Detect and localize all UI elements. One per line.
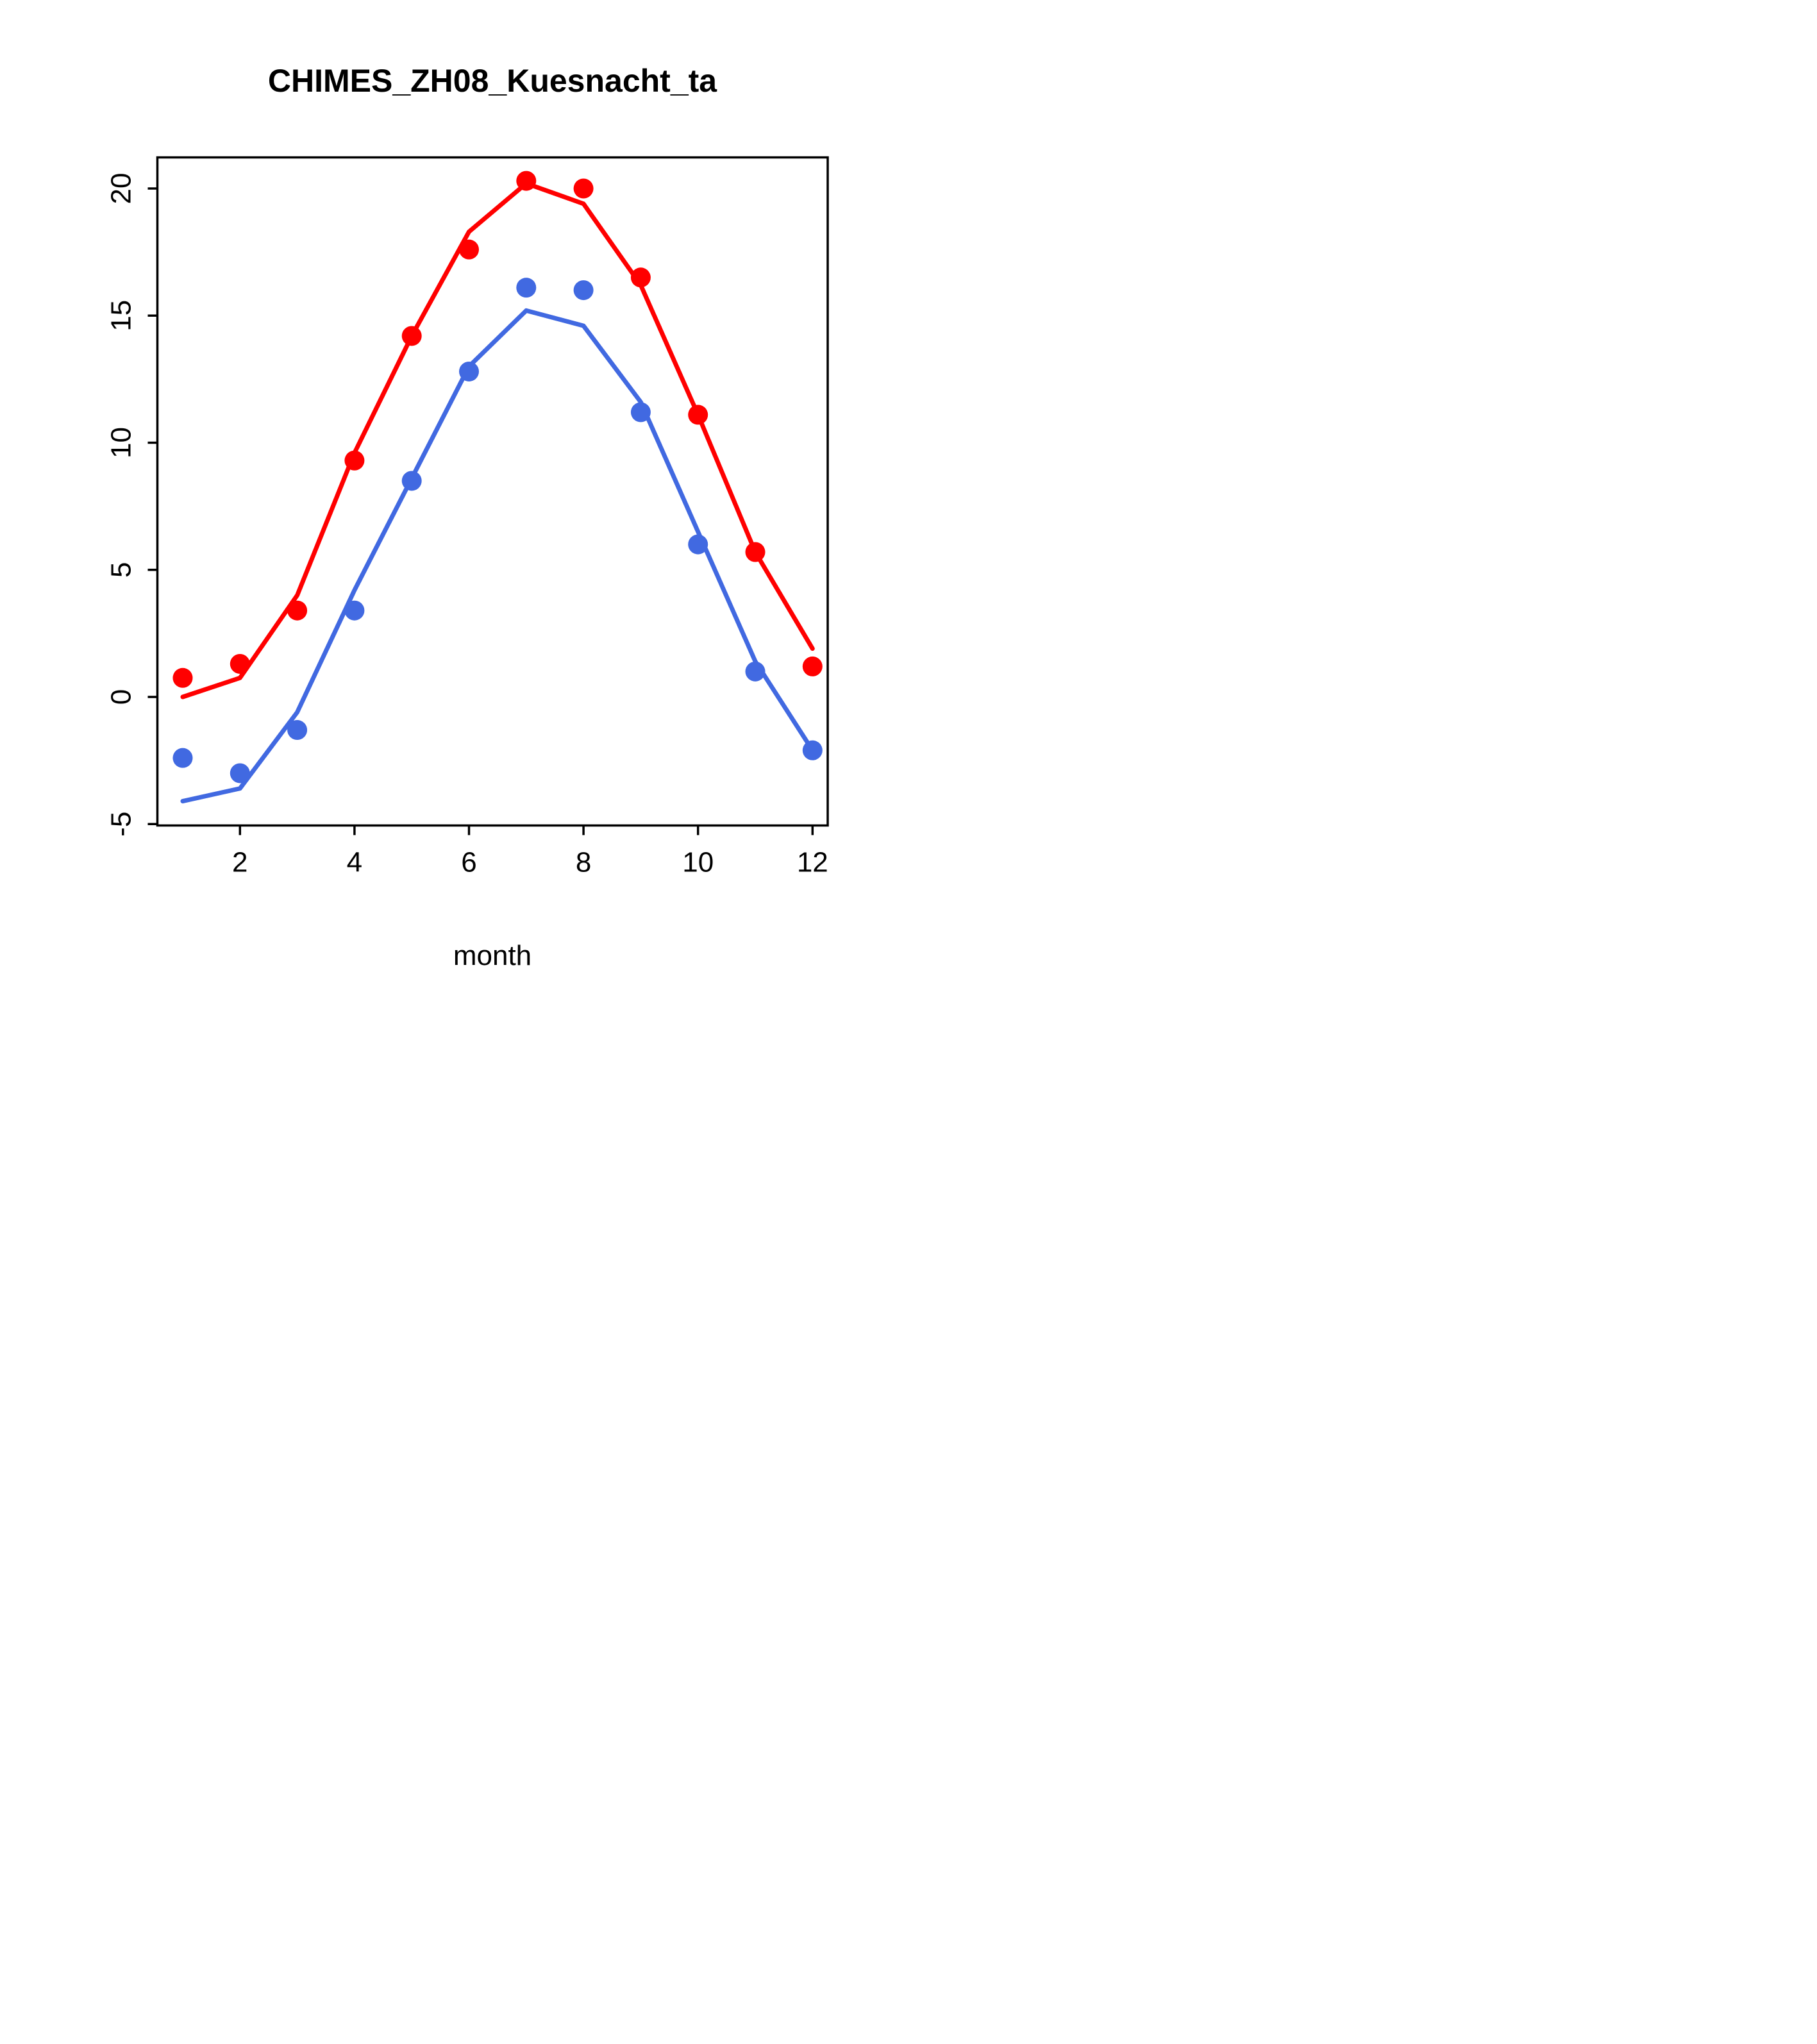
x-tick-label: 6: [461, 847, 476, 878]
red-point: [344, 450, 365, 471]
x-tick-label: 2: [232, 847, 247, 878]
blue-point: [802, 740, 823, 760]
blue-point: [516, 278, 537, 298]
x-tick-label: 12: [797, 847, 828, 878]
y-tick-label: 0: [106, 689, 137, 705]
blue-point: [344, 600, 365, 621]
red-point: [287, 600, 308, 621]
x-tick-label: 4: [347, 847, 362, 878]
x-tick-label: 8: [576, 847, 591, 878]
series-layer: [172, 171, 823, 804]
blue-point: [401, 471, 422, 491]
red-point: [573, 178, 594, 199]
plot-canvas: CHIMES_ZH08_Kuesnacht_ta 2 4 6 8 10 12 -5 0 5 10 1…: [106, 63, 829, 971]
blue-point: [459, 361, 479, 381]
chart-figure: CHIMES_ZH08_Kuesnacht_ta 2 4 6 8 10 12 -5 0 5 10 1…: [0, 0, 908, 1022]
red-point: [172, 667, 193, 688]
red-point: [630, 267, 651, 288]
blue-line: [180, 308, 815, 804]
y-tick-label: -5: [106, 812, 137, 837]
x-tick-label: 10: [682, 847, 714, 878]
blue-point: [630, 402, 651, 423]
plot-title: CHIMES_ZH08_Kuesnacht_ta: [268, 63, 717, 99]
blue-point: [573, 280, 594, 301]
blue-point: [688, 534, 708, 555]
y-tick-label: 15: [106, 300, 137, 331]
y-tick-label: 20: [106, 173, 137, 205]
blue-point: [172, 748, 193, 768]
y-tick-label: 10: [106, 427, 137, 458]
blue-point: [230, 763, 250, 783]
red-point: [230, 653, 250, 674]
y-tick-label: 5: [106, 562, 137, 578]
red-line: [180, 181, 815, 699]
red-point: [802, 656, 823, 676]
red-point: [401, 326, 422, 346]
blue-point: [745, 661, 766, 682]
red-point: [745, 542, 766, 562]
plot-box: [156, 156, 829, 827]
blue-point: [287, 720, 308, 741]
x-axis-label: month: [453, 940, 532, 971]
axes-layer: 2 4 6 8 10 12 -5 0 5 10 15 20: [106, 173, 828, 878]
red-point: [688, 405, 708, 425]
red-point: [459, 239, 479, 260]
red-point: [516, 171, 537, 191]
